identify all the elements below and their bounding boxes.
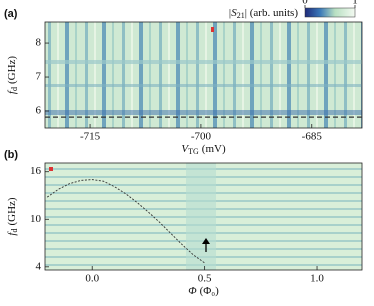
colorbar-label-suffix: | (arb. units) [245, 7, 299, 19]
x-axis-label-symbol: V [181, 143, 189, 155]
y-axis-label-subscript: d [10, 87, 19, 91]
x-tick-label: 0.0 [85, 273, 99, 285]
panel-label: (a) [4, 8, 18, 20]
y-axis-label: fd (GHz) [6, 197, 19, 235]
x-tick-label: -700 [191, 131, 212, 143]
y-tick-label: 10 [30, 213, 42, 225]
colorbar-label-prefix: |S [228, 7, 237, 19]
colorbar-label: |S21| (arb. units) [228, 7, 298, 20]
marker [49, 167, 53, 171]
y-axis-label-unit: (GHz) [6, 56, 18, 84]
y-axis-label-unit: (GHz) [6, 197, 18, 225]
heatmap-a [45, 22, 362, 128]
plot-frame [44, 162, 363, 271]
colorbar [304, 7, 356, 18]
x-axis-label: VTG (mV) [181, 143, 226, 156]
y-tick-label: 4 [36, 260, 42, 272]
panel-label: (b) [4, 149, 18, 161]
y-tick-label: 7 [36, 71, 42, 83]
x-axis-label-unit: (Φ₀) [200, 285, 220, 297]
x-tick-label: 0.5 [198, 273, 212, 285]
y-axis-label-symbol: f [6, 89, 18, 94]
y-axis-label-subscript: d [10, 229, 19, 233]
x-axis-label-subscript: TG [188, 147, 199, 156]
marker [211, 27, 214, 32]
colorbar-label-subscript: 21 [237, 11, 245, 20]
x-axis-label: Φ (Φ₀) [188, 285, 219, 297]
y-axis-label-symbol: f [6, 231, 18, 236]
y-tick-label: 6 [36, 105, 42, 117]
colorbar-tick-label: 0 [302, 0, 308, 7]
x-tick-label: 1.0 [310, 273, 324, 285]
x-tick-label: -685 [302, 131, 323, 143]
x-tick-label: -715 [80, 131, 101, 143]
plot-frame [44, 21, 363, 129]
colorbar-tick-label: 1 [352, 0, 358, 7]
x-axis-label-symbol: Φ [188, 285, 197, 297]
arrow-head [202, 238, 210, 244]
y-axis-label: fd (GHz) [6, 56, 19, 94]
y-tick-label: 16 [30, 165, 42, 177]
x-axis-label-unit: (mV) [202, 143, 226, 155]
heatmap-b-band [186, 163, 216, 270]
y-tick-label: 8 [36, 37, 42, 49]
